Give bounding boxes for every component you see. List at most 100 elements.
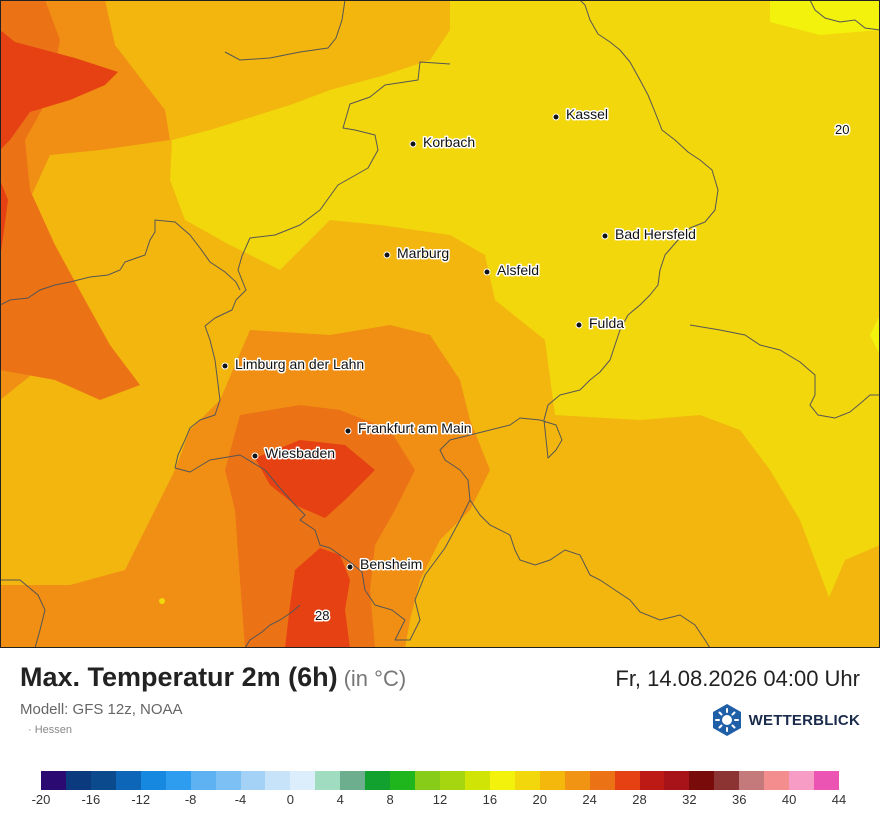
city-marker — [251, 452, 259, 460]
temp-field-gold-se — [828, 545, 880, 648]
color-legend-ticks: -20 -16 -12 -8 -4 0 4 8 12 16 20 24 28 32 36 40 44 — [32, 792, 847, 810]
legend-tick-label: 12 — [432, 792, 448, 807]
legend-tick-label: 20 — [532, 792, 547, 807]
state-border-west-south — [0, 579, 46, 648]
city-marker — [552, 113, 560, 121]
city-marker — [221, 362, 229, 370]
city-label-korbach: Korbach — [423, 134, 475, 150]
map-title-text: Max. Temperatur 2m (6h) — [20, 662, 338, 692]
city-label-kassel: Kassel — [566, 106, 608, 122]
legend-swatch — [115, 771, 141, 790]
isotherm-label-28: 28 — [315, 608, 329, 623]
legend-swatch — [764, 771, 790, 790]
city-label-fulda: Fulda — [589, 315, 624, 331]
temperature-map: Kassel Korbach Bad Hersfeld Marburg Alsf… — [0, 0, 880, 648]
legend-swatch — [564, 771, 590, 790]
legend-tick-label: 32 — [682, 792, 697, 807]
temp-field-brightyellow-e — [870, 315, 880, 355]
legend-tick-label: 28 — [632, 792, 647, 807]
temp-field-yellow-north — [170, 0, 880, 640]
legend-swatch — [290, 771, 316, 790]
legend-tick-label: 36 — [732, 792, 747, 807]
legend-swatch — [539, 771, 565, 790]
legend-swatch — [165, 771, 191, 790]
region-label: Hessen — [28, 724, 72, 736]
city-label-bensheim: Bensheim — [360, 556, 422, 572]
city-marker — [383, 251, 391, 259]
city-fulda: Fulda — [575, 314, 626, 333]
legend-swatch — [415, 771, 440, 790]
city-marker — [575, 321, 583, 329]
state-border-hessen — [174, 0, 719, 641]
legend-swatch — [190, 771, 216, 790]
state-border-north — [224, 0, 346, 61]
city-limburg: Limburg an der Lahn — [221, 355, 366, 374]
legend-swatch — [689, 771, 715, 790]
legend-swatch — [589, 771, 615, 790]
sun-hexagon-icon — [712, 704, 741, 736]
legend-swatch — [664, 771, 690, 790]
city-alsfeld: Alsfeld — [483, 261, 541, 280]
city-kassel: Kassel — [552, 105, 610, 124]
temp-field-red-wiesbaden — [255, 440, 375, 518]
temp-field-red-bensheim — [285, 548, 350, 648]
legend-tick-label: -4 — [234, 792, 247, 807]
legend-swatch — [265, 771, 291, 790]
legend-swatch — [789, 771, 815, 790]
legend-swatch — [90, 771, 116, 790]
temp-field-speck — [159, 598, 165, 604]
city-label-frankfurt: Frankfurt am Main — [358, 420, 472, 436]
temp-field-red-west — [0, 30, 118, 150]
legend-tick-label: 44 — [831, 792, 847, 807]
legend-swatch — [240, 771, 266, 790]
legend-swatch — [440, 771, 465, 790]
city-marker — [483, 268, 491, 276]
legend-tick-label: -8 — [184, 792, 197, 807]
legend-swatch — [464, 771, 490, 790]
state-border-west — [0, 219, 241, 306]
brand-logo[interactable]: WETTERBLICK — [710, 704, 860, 736]
color-legend-bar — [41, 771, 839, 790]
city-marker — [344, 427, 352, 435]
legend-swatch — [614, 771, 640, 790]
legend-swatch — [390, 771, 416, 790]
legend-swatch — [639, 771, 665, 790]
temp-field-red-west-2 — [0, 180, 8, 260]
legend-swatch — [340, 771, 366, 790]
brand-logo-text: WETTERBLICK — [748, 711, 860, 729]
legend-swatch — [814, 771, 839, 790]
forecast-datetime: Fr, 14.08.2026 04:00 Uhr — [615, 666, 860, 691]
legend-tick-label: -12 — [131, 792, 151, 807]
city-label-marburg: Marburg — [397, 245, 449, 261]
legend-tick-label: 4 — [336, 792, 344, 807]
unit-label: (in °C) — [343, 666, 407, 691]
legend-tick-label: 40 — [781, 792, 797, 807]
city-label-wiesbaden: Wiesbaden — [265, 445, 335, 461]
city-marker — [601, 232, 609, 240]
city-label-limburg: Limburg an der Lahn — [235, 356, 364, 372]
city-korbach: Korbach — [409, 133, 477, 152]
city-bensheim: Bensheim — [346, 555, 424, 574]
state-border-east — [689, 324, 880, 419]
legend-swatch — [739, 771, 765, 790]
city-frankfurt: Frankfurt am Main — [344, 419, 473, 438]
legend-swatch — [65, 771, 91, 790]
footer-panel — [0, 648, 880, 830]
map-title: Max. Temperatur 2m (6h) (in °C) — [20, 662, 406, 693]
city-wiesbaden: Wiesbaden — [251, 444, 337, 463]
legend-tick-label: 16 — [482, 792, 498, 807]
legend-tick-label: 0 — [286, 792, 294, 807]
legend-tick-label: -16 — [81, 792, 101, 807]
model-info: Modell: GFS 12z, NOAA — [20, 701, 183, 718]
legend-swatch — [41, 771, 66, 790]
legend-swatch — [714, 771, 740, 790]
legend-swatch — [514, 771, 540, 790]
isotherm-label-20: 20 — [835, 122, 849, 137]
city-label-bad-hersfeld: Bad Hersfeld — [615, 226, 696, 242]
state-border-northeast — [809, 0, 880, 31]
city-marker — [409, 140, 417, 148]
city-bad-hersfeld: Bad Hersfeld — [601, 225, 697, 244]
city-label-alsfeld: Alsfeld — [497, 262, 539, 278]
city-marburg: Marburg — [383, 244, 451, 263]
city-marker — [346, 563, 354, 571]
